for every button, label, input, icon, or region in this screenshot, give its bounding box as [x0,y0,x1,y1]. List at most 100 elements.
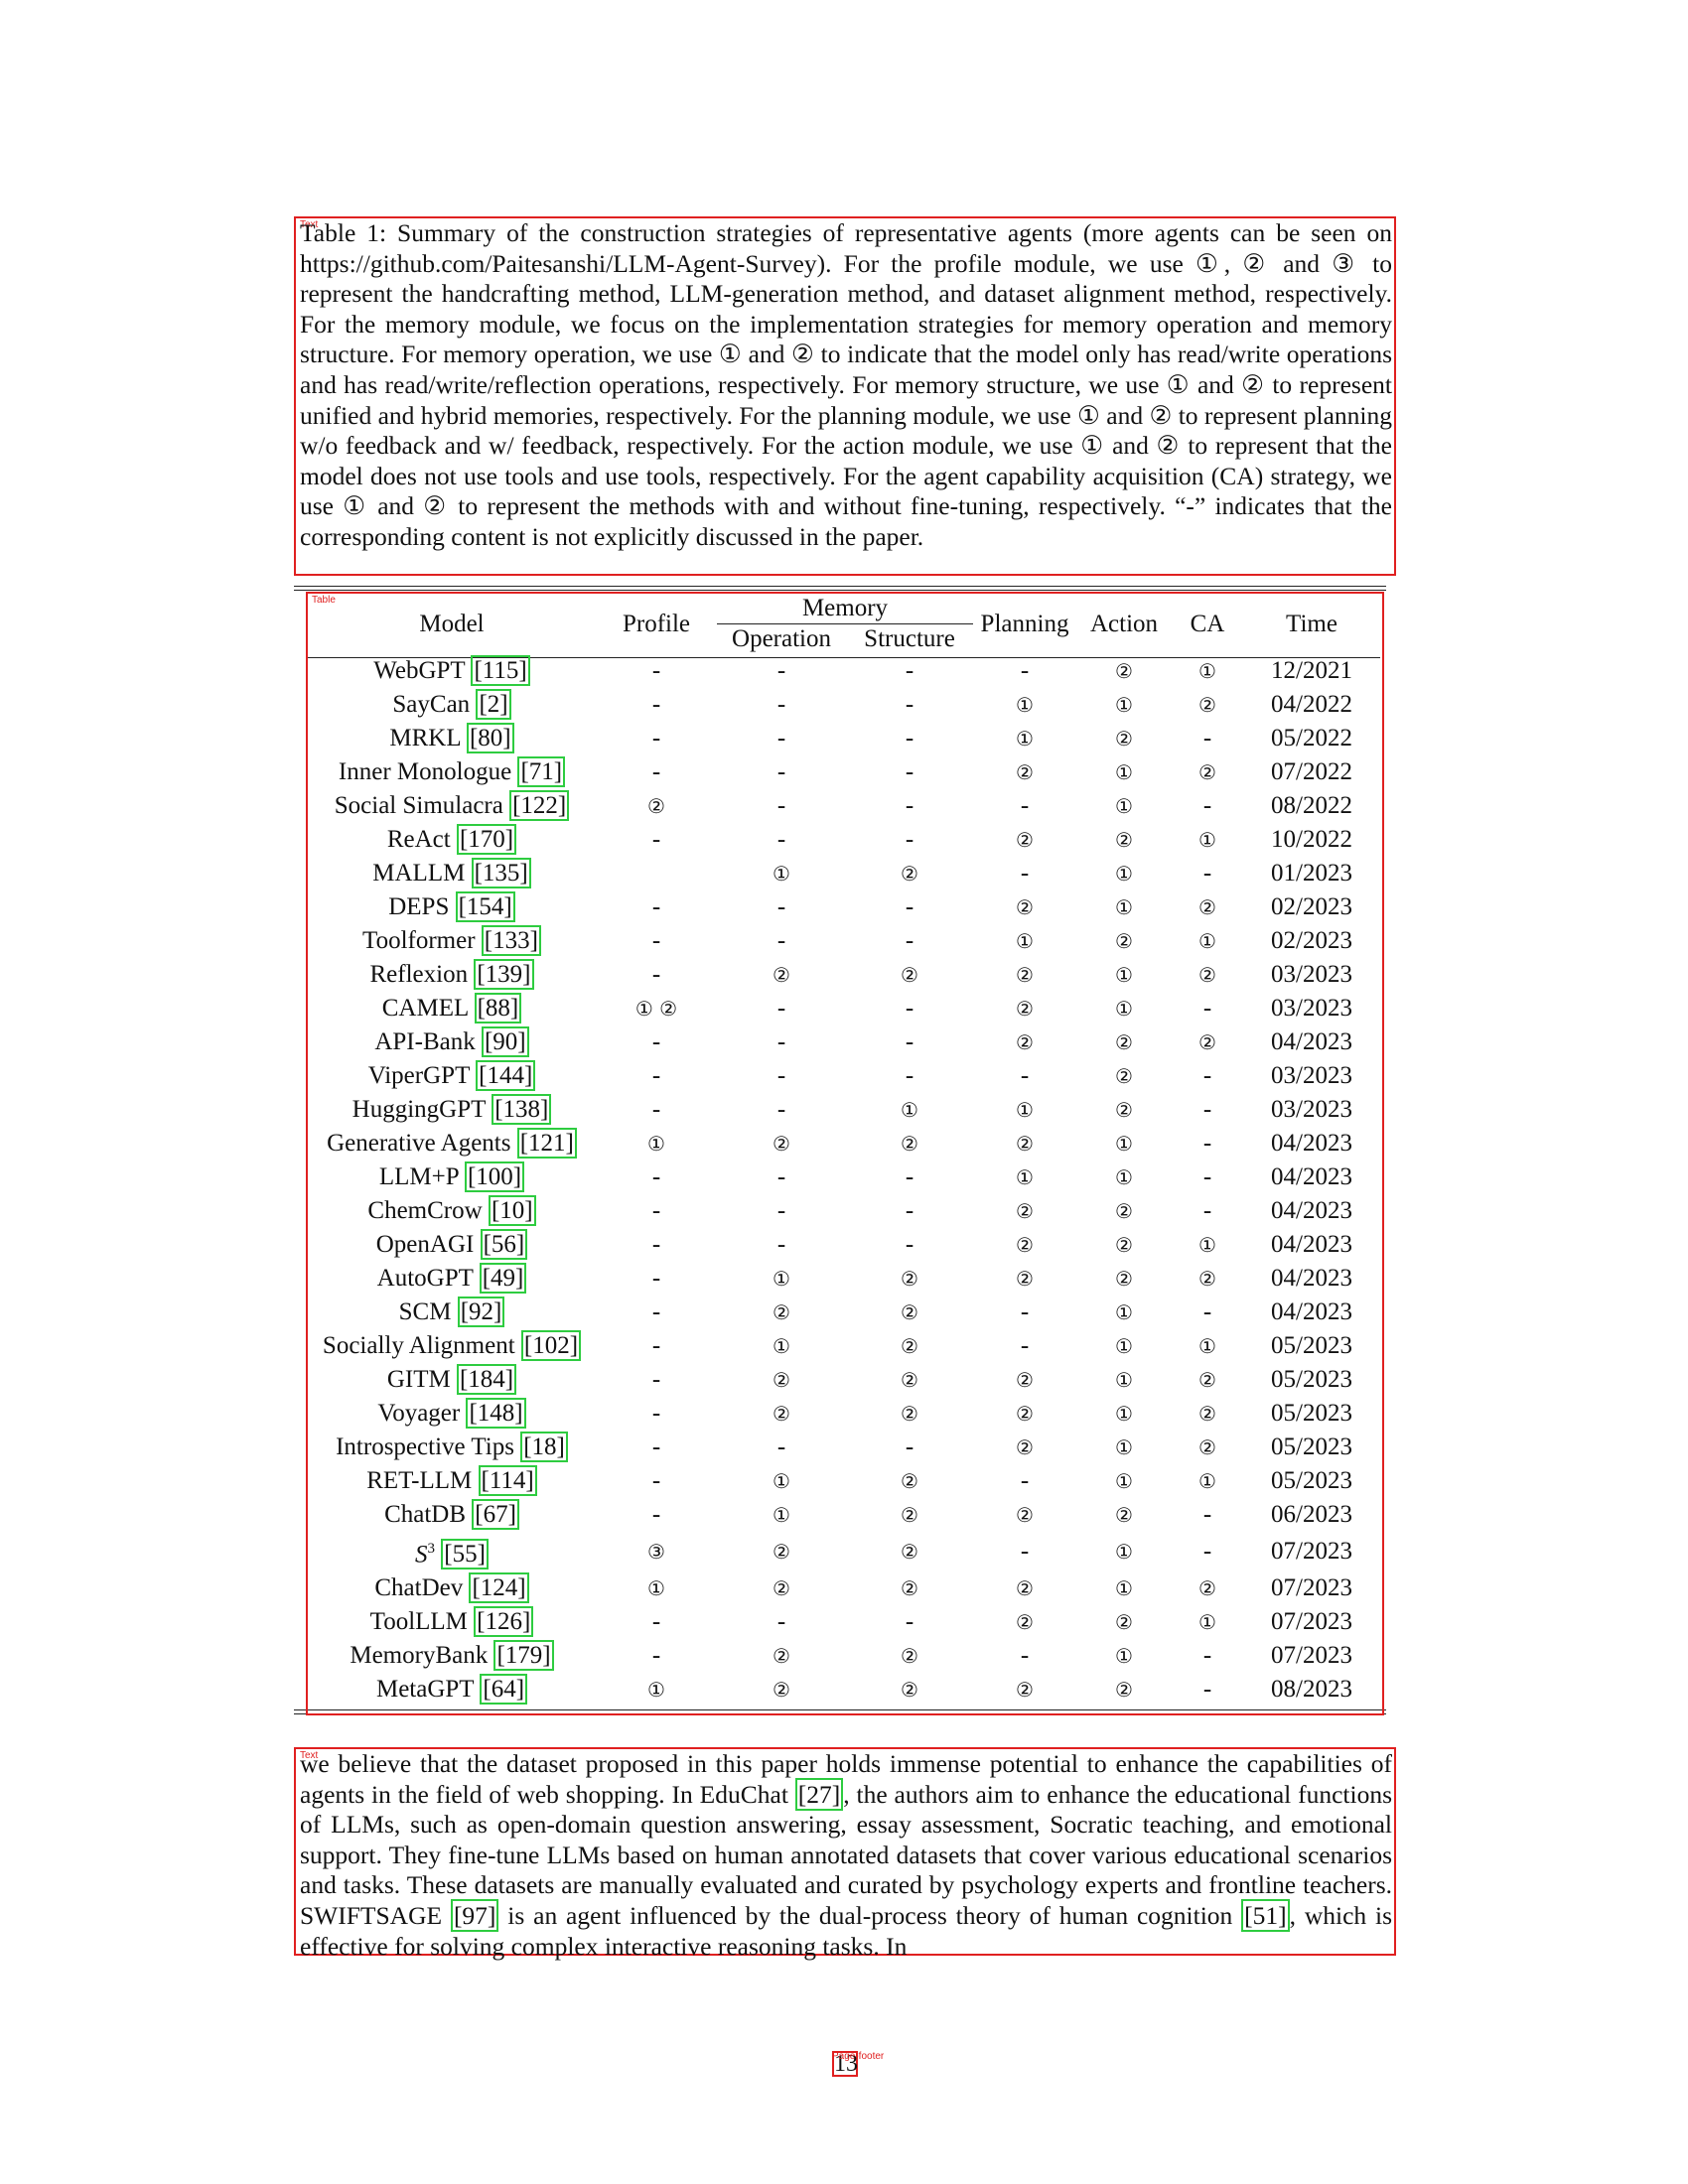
citation-link[interactable]: [154] [455,891,515,922]
time-cell: 04/2023 [1271,1265,1352,1292]
citation-link[interactable]: [51] [1241,1898,1290,1932]
citation-link[interactable]: [71] [517,756,566,787]
citation-link[interactable]: [135] [471,858,531,888]
header-memory: Memory [717,594,973,624]
citation-link[interactable]: [2] [476,689,511,720]
time-cell: 03/2023 [1271,1096,1352,1123]
model-cell: ChemCrow [10] [308,1194,596,1228]
citation-link[interactable]: [10] [488,1195,536,1226]
profile-cell: - [651,927,661,954]
table-header-rule [308,657,1380,658]
citation-link[interactable]: [124] [469,1572,529,1604]
citation-link[interactable]: [144] [476,1060,536,1091]
ca-cell: ① [1198,1233,1216,1257]
citation-link[interactable]: [184] [456,1364,517,1395]
citation-link[interactable]: [102] [520,1330,582,1361]
model-cell: GITM [184] [308,1363,596,1397]
action-cell: ① [1115,760,1133,784]
model-cell: Social Simulacra [122] [308,789,596,823]
planning-cell: ① [1016,1098,1034,1122]
citation-link[interactable]: [126] [474,1606,534,1638]
model-name: Reflexion [369,961,469,988]
profile-cell: - [651,1062,661,1089]
citation-link[interactable]: [92] [457,1297,505,1327]
action-cell: ① [1115,1540,1133,1565]
citation-link[interactable]: [80] [466,723,514,753]
citation-link[interactable]: [88] [474,993,522,1024]
citation-link[interactable]: [49] [479,1263,527,1294]
time-cell: 07/2023 [1271,1538,1352,1566]
citation-link[interactable]: [170] [456,824,517,855]
citation-link[interactable]: [139] [474,959,534,990]
structure-cell: - [905,725,914,751]
operation-cell: - [776,691,786,718]
model-name: SayCan [392,691,471,718]
planning-cell: ② [1016,1368,1034,1392]
time-cell: 10/2022 [1271,826,1352,853]
structure-cell: ② [901,1678,918,1703]
citation-link[interactable]: [90] [481,1026,529,1057]
time-cell: 05/2023 [1271,1366,1352,1393]
operation-cell: ② [773,1132,790,1156]
planning-cell: ① [1016,693,1034,717]
model-name: HuggingGPT [352,1096,486,1123]
citation-link[interactable]: [67] [472,1499,519,1530]
model-cell: ChatDB [67] [308,1498,596,1532]
action-cell: ② [1115,1064,1133,1088]
planning-cell: ② [1016,1402,1034,1426]
structure-cell: ② [901,1334,918,1358]
profile-cell: - [651,1265,661,1292]
model-name: RET-LLM [366,1467,473,1494]
citation-link[interactable]: [18] [520,1432,568,1462]
table-row: SCM [92] - ② ② - ① - 04/2023 [308,1296,1380,1329]
model-cell: Inner Monologue [71] [308,755,596,789]
action-cell: ② [1115,1267,1133,1291]
citation-link[interactable]: [179] [493,1640,554,1672]
citation-link[interactable]: [56] [480,1229,528,1260]
citation-link[interactable]: [97] [450,1898,499,1932]
citation-link[interactable]: [114] [478,1465,537,1496]
header-action: Action [1089,610,1159,637]
header-profile: Profile [622,610,691,637]
structure-cell: ① [901,1098,918,1122]
citation-link[interactable]: [121] [516,1128,577,1159]
model-cell: MRKL [80] [308,722,596,755]
profile-cell: ③ [647,1540,665,1565]
ca-cell: - [1202,1062,1212,1089]
model-name: Social Simulacra [334,792,503,819]
header-ca: CA [1190,610,1225,637]
ca-cell: ② [1198,693,1216,717]
citation-link[interactable]: [122] [509,790,570,821]
model-name: Socially Alignment [322,1332,515,1359]
time-cell: 06/2023 [1271,1501,1352,1528]
time-cell: 07/2023 [1271,1608,1352,1636]
model-cell: OpenAGI [56] [308,1228,596,1262]
citation-link[interactable]: [27] [794,1777,844,1811]
citation-link[interactable]: [133] [481,925,541,956]
page-footer-region: 13 [832,2051,858,2077]
model-name: ReAct [386,826,451,853]
time-cell: 02/2023 [1271,893,1352,920]
action-cell: ① [1115,1644,1133,1669]
planning-cell: ② [1016,963,1034,987]
time-cell: 01/2023 [1271,860,1352,887]
table-body: WebGPT [115] - - - - ② ① 12/2021 SayCan [2] - - - ① ①… [308,654,1380,1706]
structure-cell: - [905,657,914,684]
ca-cell: - [1202,1163,1212,1190]
body-text-segment: is an agent influenced by the dual-proce… [498,1900,1242,1930]
citation-link[interactable]: [115] [471,655,530,686]
table-row: ReAct [170] - - - ② ② ① 10/2022 [308,823,1380,857]
citation-link[interactable]: [138] [492,1094,552,1125]
citation-link[interactable]: [100] [464,1161,525,1192]
citation-link[interactable]: [64] [480,1674,528,1706]
region-tag: Text [300,219,319,230]
operation-cell: ② [773,1402,790,1426]
profile-cell: - [651,1501,661,1528]
citation-link[interactable]: [148] [466,1398,526,1429]
action-cell: ① [1115,895,1133,919]
table-row: Reflexion [139] - ② ② ② ① ② 03/2023 [308,958,1380,992]
citation-link[interactable]: [55] [441,1539,489,1570]
page-number: 13 [834,2051,858,2077]
structure-cell: ② [901,1267,918,1291]
table-caption-region: Text Table 1: Summary of the constructio… [294,216,1396,576]
